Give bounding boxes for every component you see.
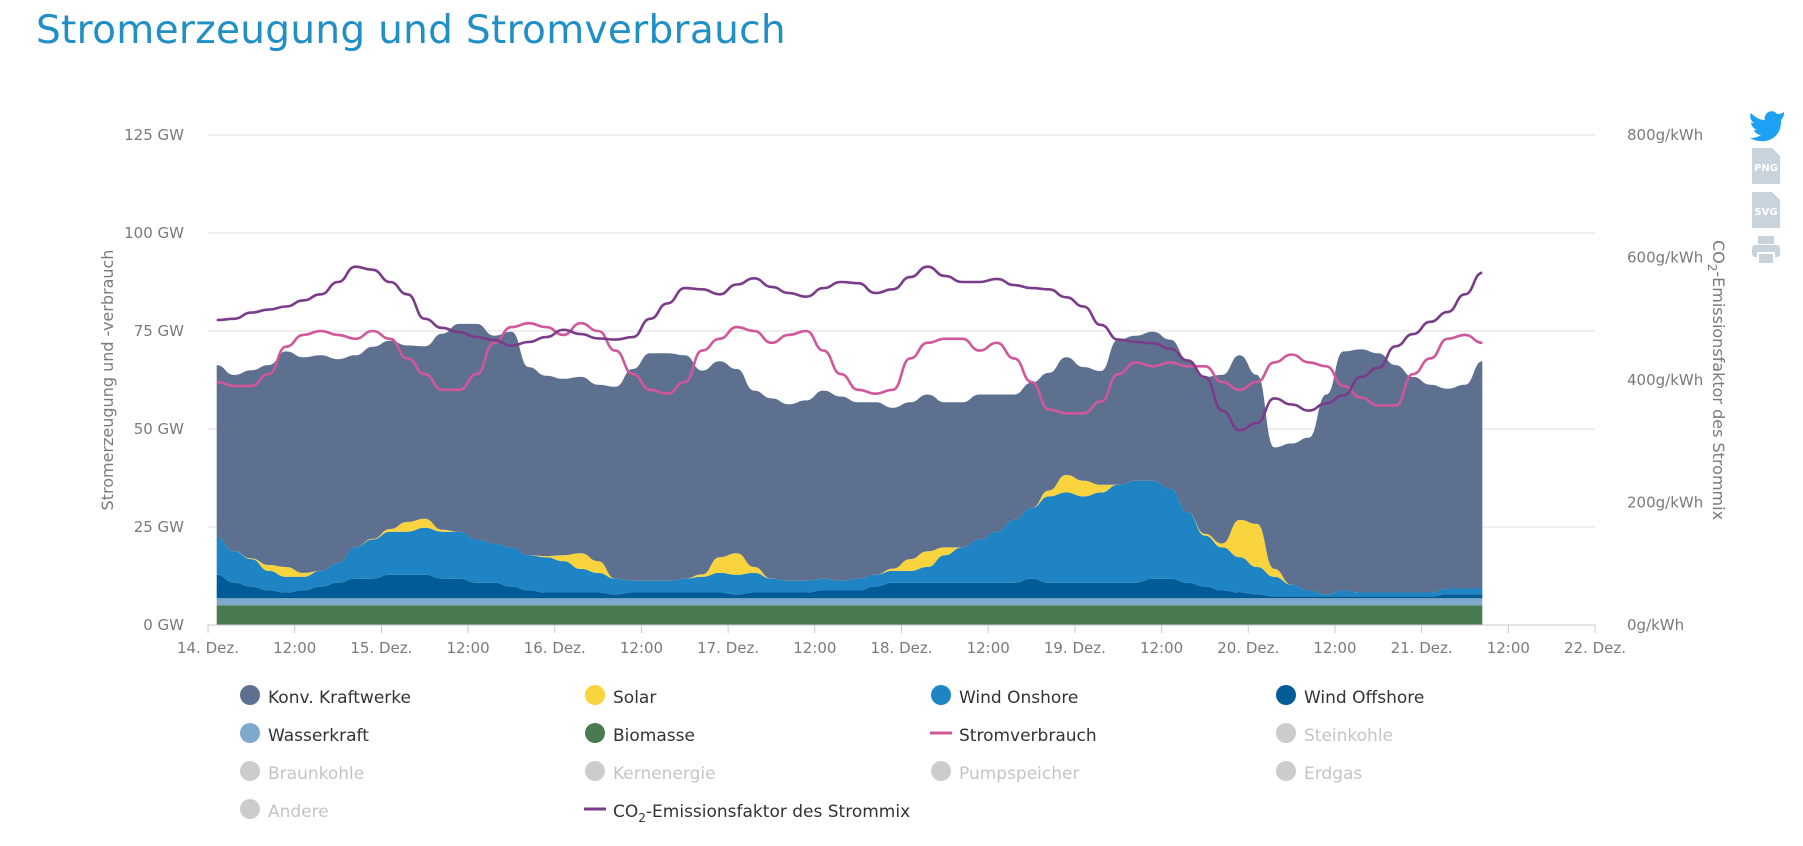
legend-label: Pumpspeicher [959, 764, 1079, 784]
y2-tick-label: 0g/kWh [1627, 616, 1684, 634]
print-button[interactable] [1752, 236, 1780, 265]
legend-label: Solar [613, 688, 656, 708]
png-label: PNG [1754, 163, 1778, 174]
y-tick-label: 75 GW [134, 322, 184, 340]
y-tick-label: 100 GW [124, 224, 184, 242]
y2-tick-label: 400g/kWh [1627, 371, 1703, 389]
legend-item-braunkohle[interactable]: Braunkohle [240, 761, 364, 784]
legend-item-andere[interactable]: Andere [240, 799, 329, 822]
twitter-share-button[interactable] [1750, 111, 1784, 142]
x-tick-label: 14. Dez. [177, 639, 239, 657]
legend-item-pumpspeicher[interactable]: Pumpspeicher [931, 761, 1079, 784]
x-tick-label: 12:00 [967, 639, 1010, 657]
legend-label: Stromverbrauch [959, 726, 1097, 746]
line-co2-emissionsfaktor-des-strommix[interactable] [216, 265, 1483, 432]
legend-label: Braunkohle [268, 764, 364, 784]
area-series [216, 323, 1483, 625]
x-tick-label: 12:00 [1140, 639, 1183, 657]
x-tick-label: 21. Dez. [1391, 639, 1453, 657]
legend-label: Kernenergie [613, 764, 716, 784]
legend-label: Biomasse [613, 726, 695, 746]
x-tick-label: 17. Dez. [697, 639, 759, 657]
x-tick-label: 12:00 [273, 639, 316, 657]
axes: 0 GW 25 GW 50 GW 75 GW 100 GW 125 GW 0g/kWh 200… [98, 126, 1728, 657]
legend-label: Wind Offshore [1304, 688, 1424, 708]
x-tick-label: 22. Dez. [1564, 639, 1626, 657]
legend-label: CO2-Emissionsfaktor des Strommix [613, 802, 910, 825]
legend-marker [240, 799, 260, 819]
legend-item-wind-onshore[interactable]: Wind Onshore [931, 685, 1078, 708]
legend-label: Wasserkraft [268, 726, 369, 746]
legend-marker [1276, 723, 1296, 743]
y2-axis-title: CO2-Emissionsfaktor des Strommix [1705, 240, 1728, 520]
legend-item-konv-kraftwerke[interactable]: Konv. Kraftwerke [240, 685, 411, 708]
page-title: Stromerzeugung und Stromverbrauch [36, 8, 786, 53]
area-wind-offshore[interactable] [216, 574, 1483, 599]
legend: Konv. Kraftwerke Solar Wind Onshore Wind Of… [240, 685, 1424, 825]
x-tick-label: 19. Dez. [1044, 639, 1106, 657]
legend-label: Steinkohle [1304, 726, 1393, 746]
legend-label: Konv. Kraftwerke [268, 688, 411, 708]
legend-item-biomasse[interactable]: Biomasse [585, 723, 695, 746]
y-axis-title: Stromerzeugung und -verbrauch [98, 250, 117, 511]
legend-marker [585, 685, 605, 705]
x-tick-label: 12:00 [1487, 639, 1530, 657]
twitter-icon [1750, 111, 1784, 142]
legend-marker [240, 685, 260, 705]
x-tick-label: 12:00 [1313, 639, 1356, 657]
legend-item-co-emissionsfaktor-des-strommix[interactable]: CO2-Emissionsfaktor des Strommix [584, 802, 910, 825]
y-tick-label: 50 GW [134, 420, 184, 438]
legend-marker [240, 761, 260, 781]
file-icon [1752, 148, 1780, 184]
legend-marker [1276, 761, 1296, 781]
area-wind-onshore[interactable] [216, 480, 1483, 597]
legend-marker [585, 761, 605, 781]
y2-tick-label: 200g/kWh [1627, 494, 1703, 512]
y-tick-label: 125 GW [124, 126, 184, 144]
x-tick-label: 16. Dez. [524, 639, 586, 657]
x-tick-label: 12:00 [620, 639, 663, 657]
svg-label: SVG [1754, 207, 1777, 218]
area-wasserkraft[interactable] [216, 598, 1483, 606]
legend-marker [931, 761, 951, 781]
legend-item-solar[interactable]: Solar [585, 685, 656, 708]
legend-item-stromverbrauch[interactable]: Stromverbrauch [930, 726, 1097, 746]
x-tick-label: 20. Dez. [1217, 639, 1279, 657]
png-export-button[interactable]: PNG [1752, 148, 1780, 184]
legend-label: Erdgas [1304, 764, 1362, 784]
legend-item-steinkohle[interactable]: Steinkohle [1276, 723, 1393, 746]
file-icon [1752, 192, 1780, 228]
legend-item-wasserkraft[interactable]: Wasserkraft [240, 723, 369, 746]
y2-tick-label: 800g/kWh [1627, 126, 1703, 144]
area-konv-kraftwerke[interactable] [216, 323, 1483, 595]
line-stromverbrauch[interactable] [216, 321, 1483, 415]
svg-export-button[interactable]: SVG [1752, 192, 1780, 228]
legend-item-wind-offshore[interactable]: Wind Offshore [1276, 685, 1424, 708]
y2-tick-label: 600g/kWh [1627, 249, 1703, 267]
line-series [216, 265, 1483, 432]
area-biomasse[interactable] [216, 605, 1483, 625]
y-tick-label: 0 GW [143, 616, 184, 634]
legend-marker [1276, 685, 1296, 705]
y-tick-label: 25 GW [134, 518, 184, 536]
x-tick-label: 12:00 [446, 639, 489, 657]
legend-label: Andere [268, 802, 329, 822]
x-tick-label: 12:00 [793, 639, 836, 657]
legend-item-kernenergie[interactable]: Kernenergie [585, 761, 716, 784]
legend-label: Wind Onshore [959, 688, 1078, 708]
legend-marker [240, 723, 260, 743]
printer-icon [1752, 236, 1780, 265]
x-tick-label: 15. Dez. [350, 639, 412, 657]
legend-marker [585, 723, 605, 743]
legend-item-erdgas[interactable]: Erdgas [1276, 761, 1362, 784]
x-tick-label: 18. Dez. [870, 639, 932, 657]
legend-marker [931, 685, 951, 705]
